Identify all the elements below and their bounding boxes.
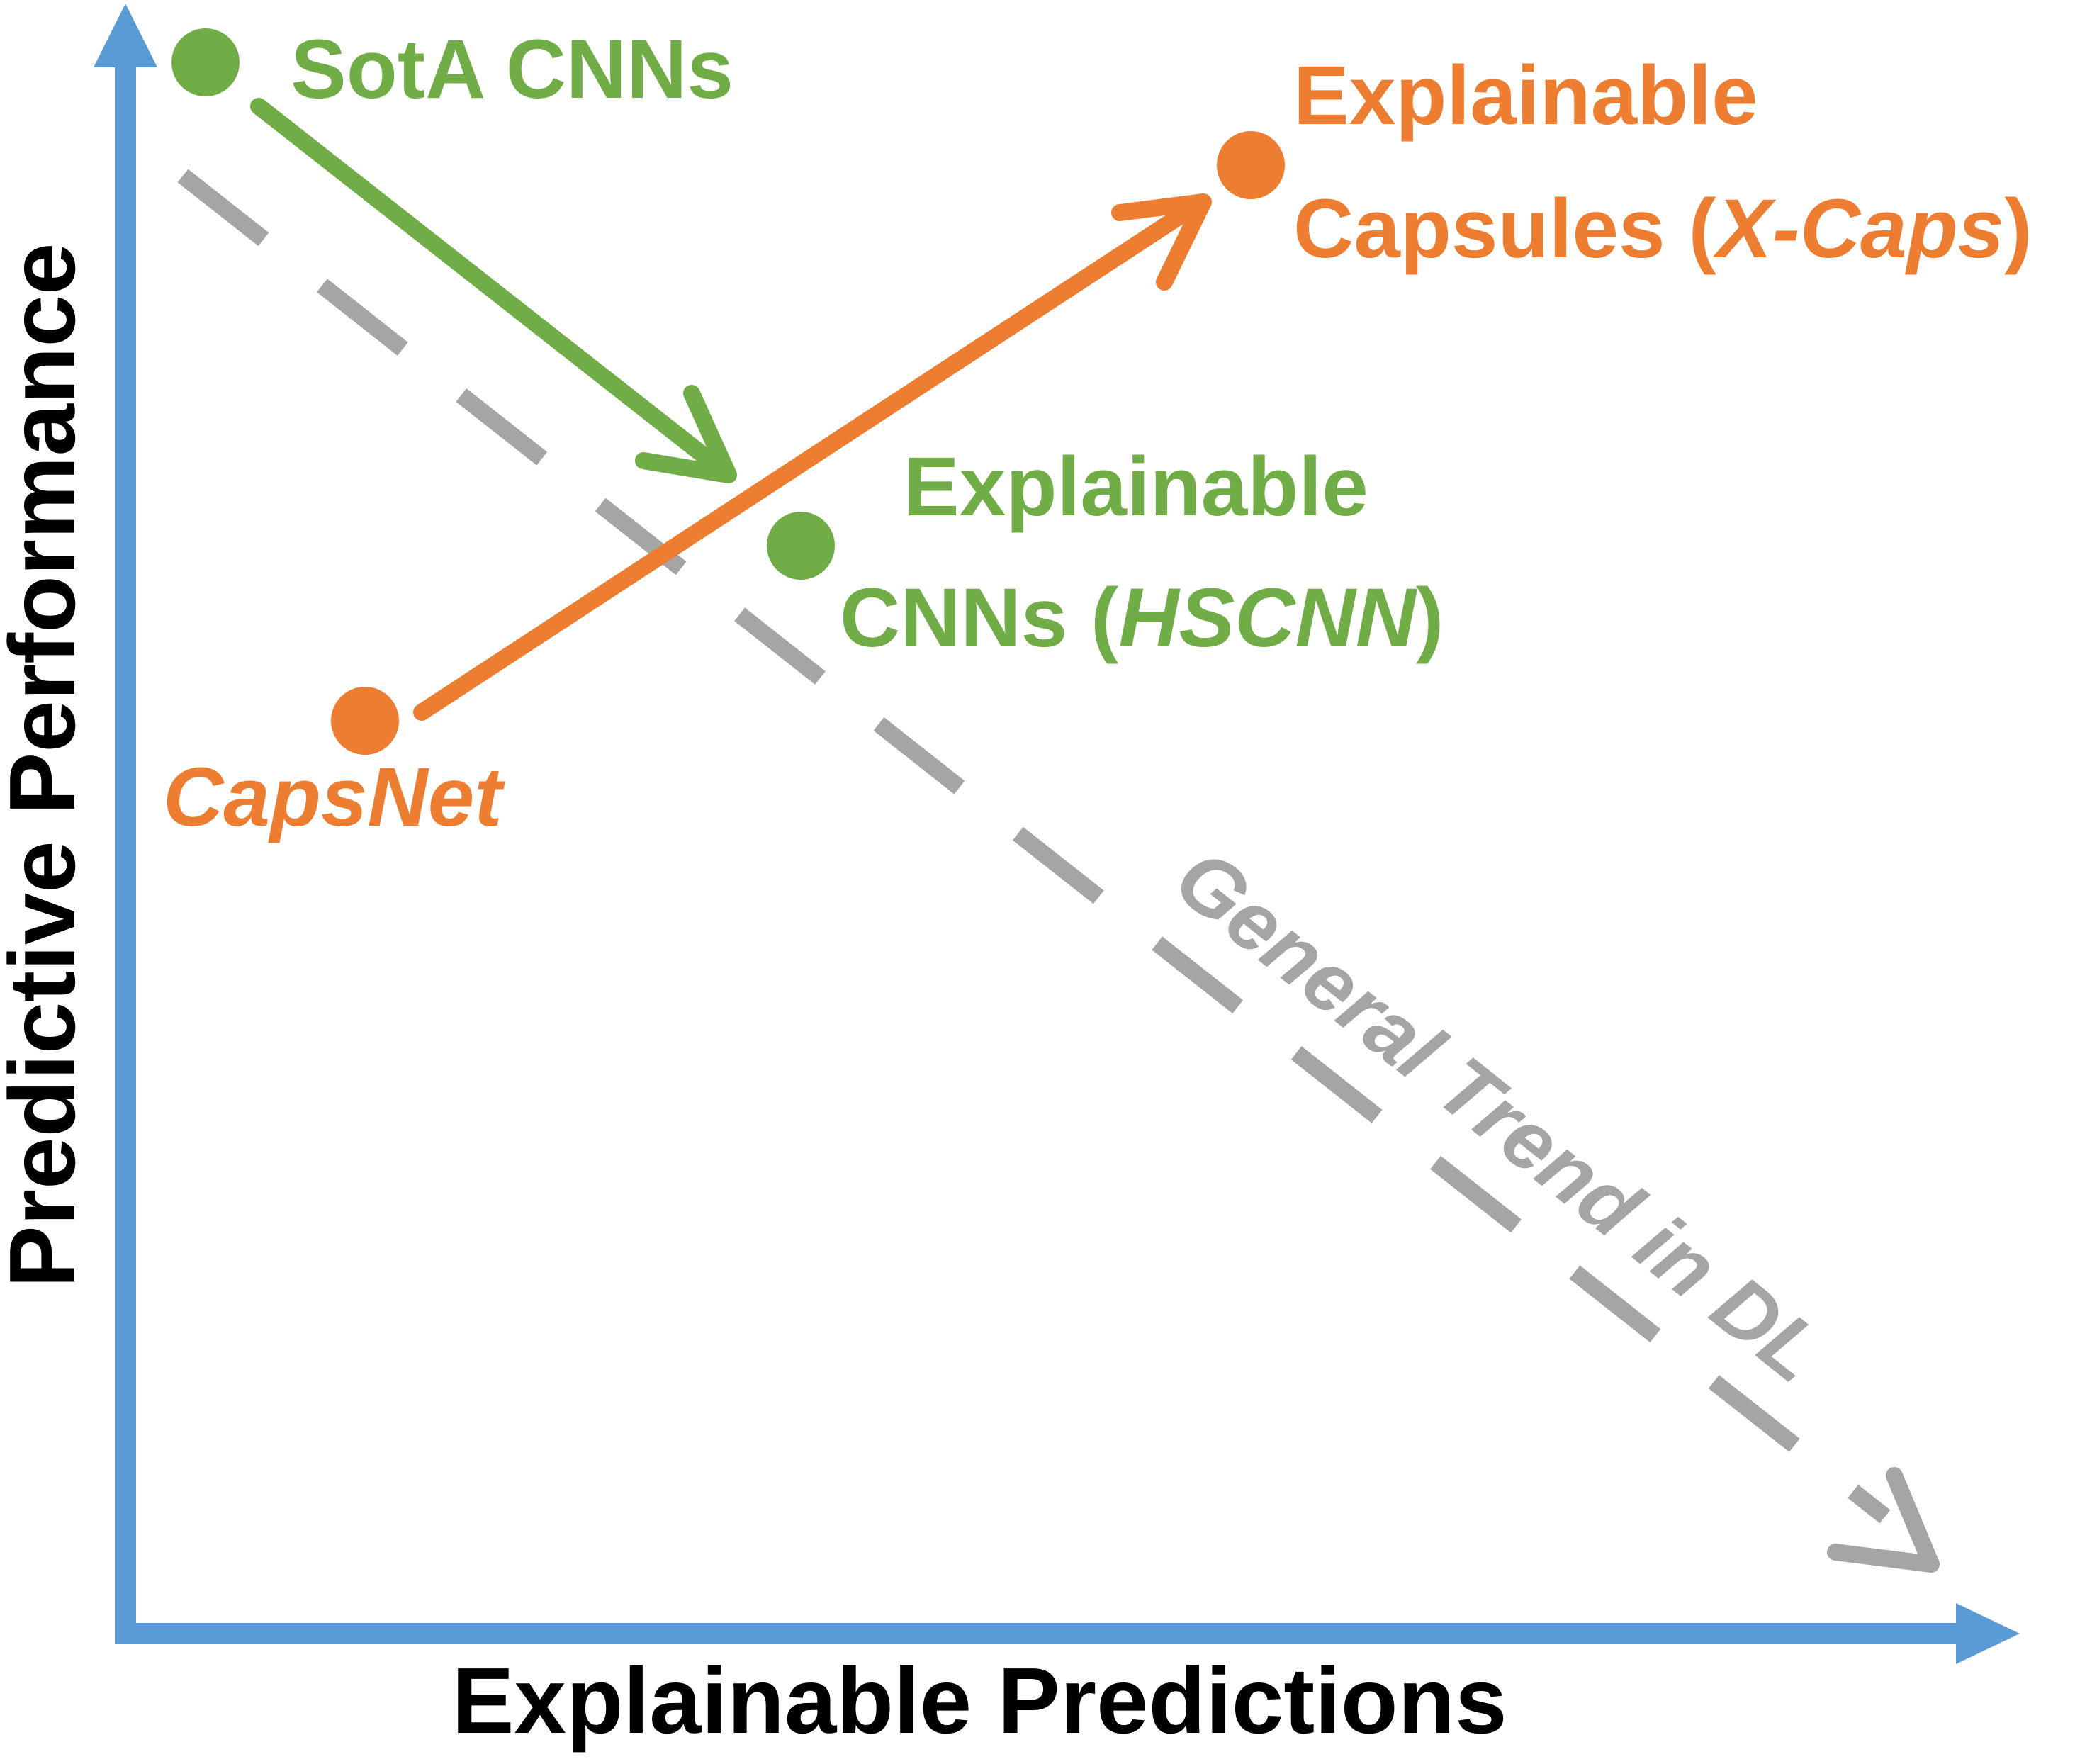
explainable-cnns-point	[767, 512, 835, 580]
orange-arrowhead	[1111, 193, 1212, 291]
xcaps-suffix: )	[2004, 182, 2032, 276]
xcaps-italic: X-Caps	[1712, 182, 2005, 276]
hscnn-prefix: CNNs (	[840, 571, 1119, 665]
sota-cnns-label: SotA CNNs	[291, 23, 733, 116]
xcaps-label-line1: Explainable	[1293, 49, 1758, 142]
xcaps-label-line2: Capsules (X-Caps)	[1293, 182, 2032, 276]
sota-cnns-point	[171, 28, 240, 96]
xcaps-point	[1217, 131, 1285, 199]
trend-line	[177, 169, 1940, 1573]
green-arrow-line	[250, 98, 728, 476]
x-axis-title: Explainable Predictions	[451, 1648, 1507, 1753]
orange-arrow-line	[413, 201, 1199, 721]
hscnn-label-line2: CNNs (HSCNN)	[840, 571, 1444, 665]
capsnet-point	[331, 687, 399, 755]
green-arrowhead	[635, 385, 737, 483]
axes	[94, 4, 2020, 1664]
y-axis-arrowhead	[94, 4, 157, 67]
trend-label: General Trend in DL	[1158, 831, 1840, 1400]
green-arrow	[250, 98, 737, 483]
hscnn-suffix: )	[1416, 571, 1444, 665]
xcaps-prefix: Capsules (	[1293, 182, 1716, 276]
capsnet-label: CapsNet	[163, 751, 505, 844]
hscnn-label-line1: Explainable	[904, 440, 1368, 534]
y-axis-title: Predictive Performance	[0, 243, 94, 1288]
trend-arrowhead	[1827, 1467, 1940, 1573]
x-axis-arrowhead	[1956, 1603, 2020, 1664]
hscnn-italic: HSCNN	[1118, 571, 1417, 665]
trend-dashed-line	[177, 169, 1891, 1524]
orange-arrow	[413, 193, 1212, 721]
